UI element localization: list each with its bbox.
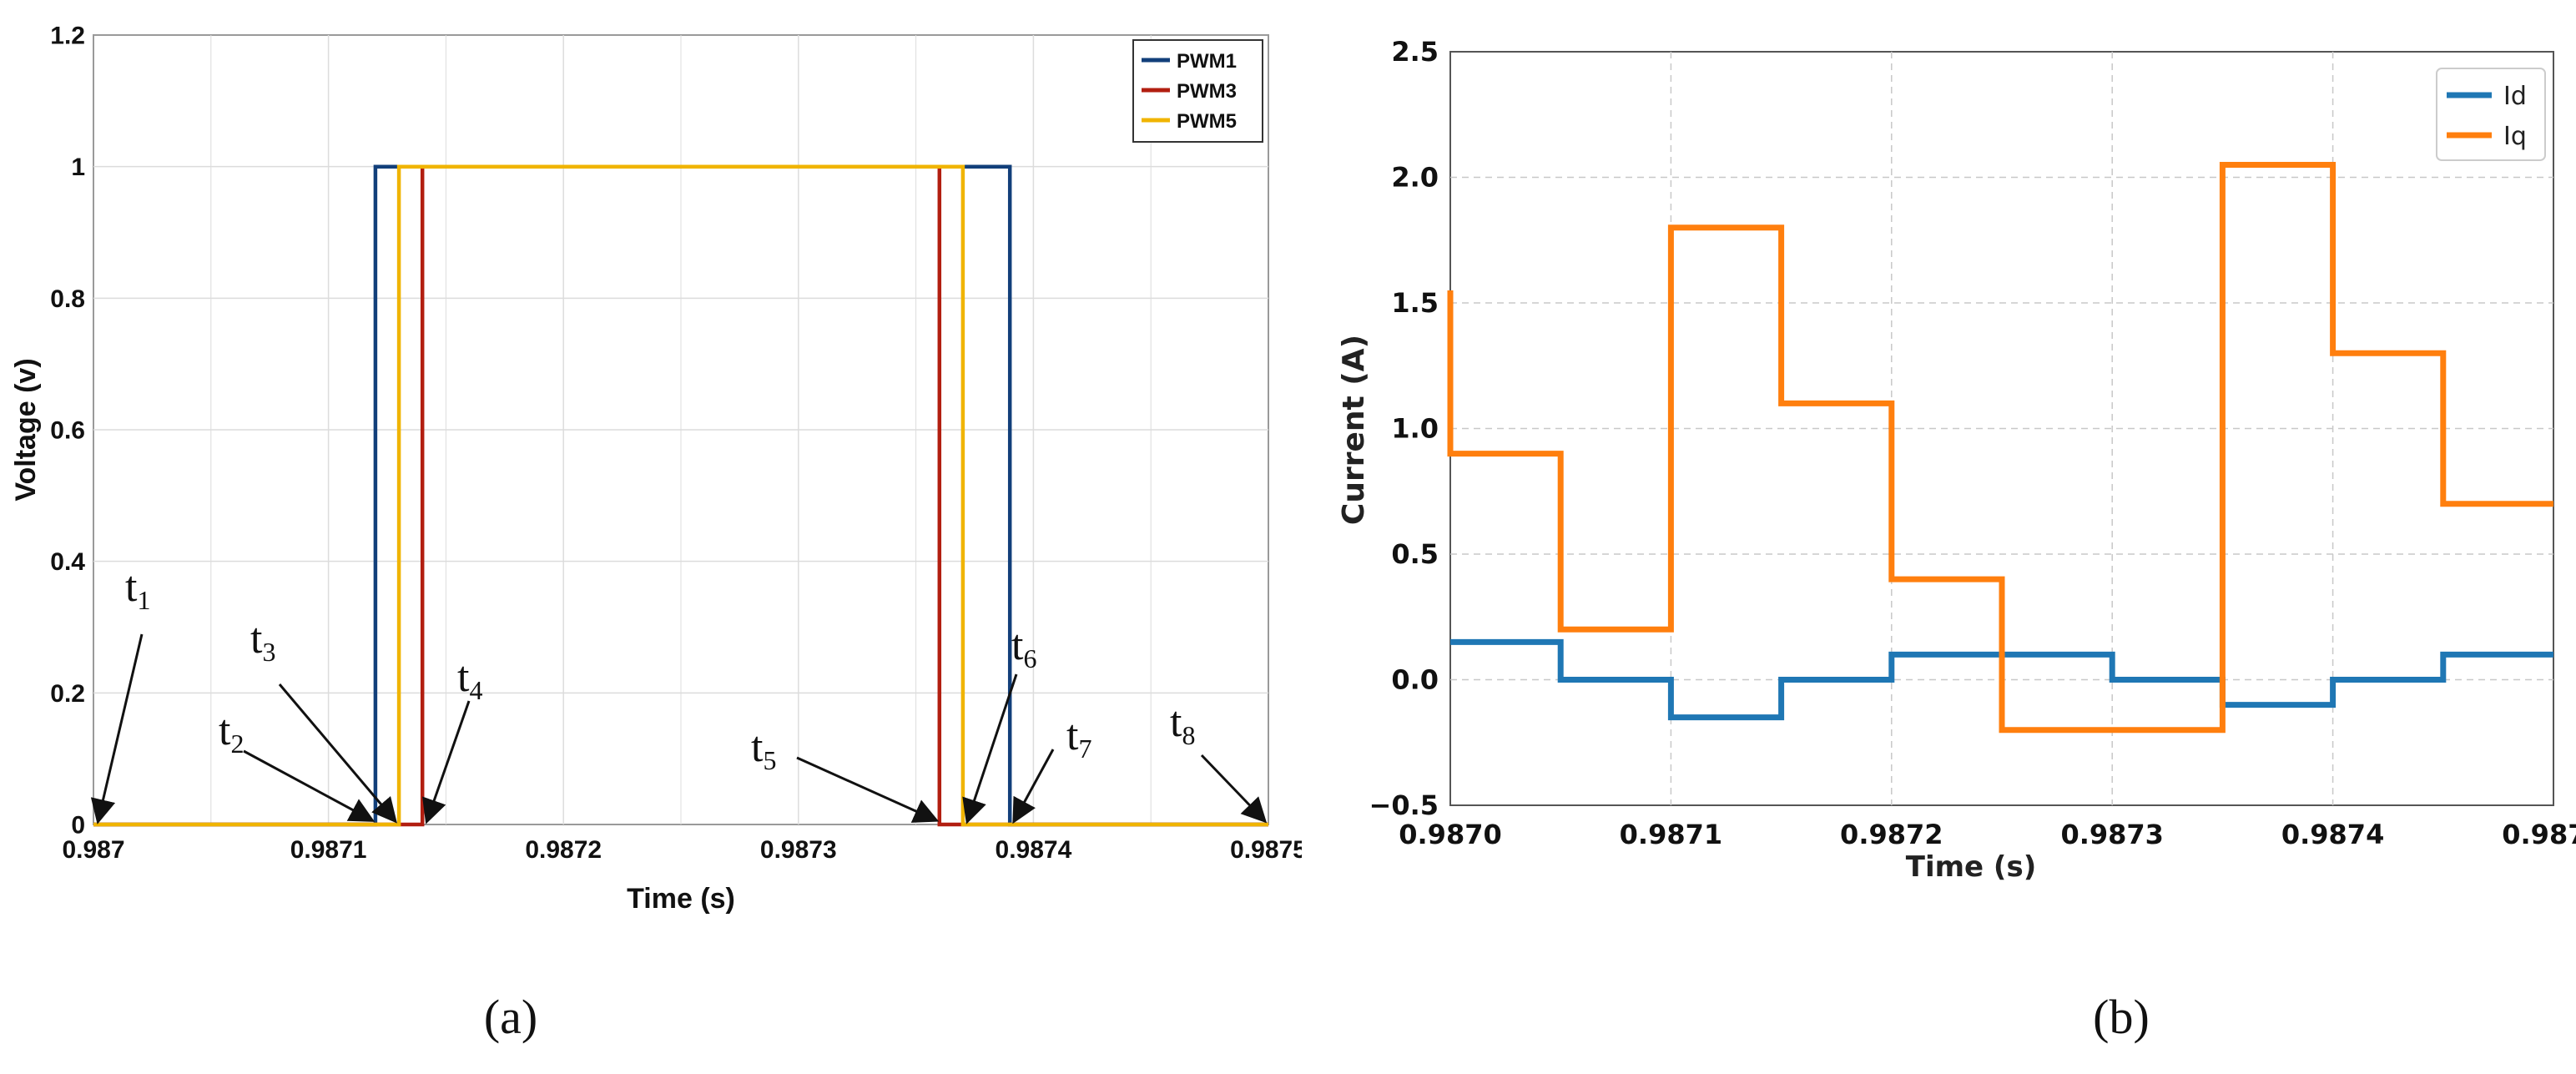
annotation-label: t8 [1170,698,1195,750]
x-tick-label: 0.9873 [760,836,837,864]
x-tick-label: 0.9871 [290,836,367,864]
series-line-pwm5 [93,164,1268,827]
panel-a-caption: (a) [484,990,537,1044]
legend-label: PWM1 [1177,50,1237,73]
series-line-iq [1447,162,2553,734]
annotation-subscript: 4 [469,675,482,705]
y-tick-label: 0.6 [50,417,85,445]
y-axis-label-a: Voltage (v) [10,358,42,501]
panel-b-caption: (b) [2093,990,2150,1044]
x-tick-label: 0.9870 [1399,819,1501,850]
annotation-arrow [962,673,1018,824]
x-tick-label: 0.9874 [996,836,1072,864]
legend-label: Iq [2503,122,2527,151]
annotation-arrow [796,756,940,823]
y-tick-label: 2.5 [1391,36,1439,68]
y-tick-label: 1.0 [1391,413,1439,445]
annotation-arrow [1200,754,1268,824]
y-tick-label: 0 [71,812,85,840]
annotation-label: t5 [751,724,776,775]
annotation-label: t7 [1066,712,1091,764]
annotation-letter: t [1066,712,1079,759]
annotation-arrow [90,633,144,824]
legend-label: Id [2503,82,2527,111]
panel-b: 0.9870 0.9871 0.9872 0.9873 0.9874 0.9875 −0.5… [1302,0,2576,1074]
annotation-subscript: 3 [262,637,275,667]
y-tick-label: 1.5 [1391,287,1439,319]
annotation-letter: t [751,724,764,771]
y-tick-label: 1.2 [50,23,85,50]
y-tick-label: 0.2 [50,680,85,708]
x-axis-label-a: Time (s) [627,883,735,915]
annotation-arrow [278,683,397,824]
y-tick-label: 0.5 [1391,538,1439,570]
annotation-letter: t [1011,622,1024,669]
y-tick-label: 0.4 [50,548,85,576]
x-tick-label: 0.9873 [2060,819,2163,850]
annotation-subscript: 5 [763,745,776,775]
annotation-letter: t [457,653,470,701]
legend-label: PWM5 [1177,110,1237,133]
annotation-subscript: 7 [1078,734,1091,764]
annotation-subscript: 2 [230,729,244,759]
y-tick-label: 0.0 [1391,664,1439,696]
annotation-arrow [422,700,471,824]
current-chart: 0.9870 0.9871 0.9872 0.9873 0.9874 0.9875 −0.5… [1302,0,2576,1074]
ticks-b: 0.9870 0.9871 0.9872 0.9873 0.9874 0.9875 −0.5… [1369,36,2576,850]
series-group-a [93,164,1268,827]
y-tick-label: 0.8 [50,285,85,313]
x-axis-label-b: Time (s) [1906,850,2037,884]
x-tick-label: 0.9871 [1620,819,1722,850]
y-tick-label: 2.0 [1391,162,1439,194]
annotation-subscript: 1 [137,585,150,615]
annotation-letter: t [1170,698,1182,746]
legend-box [2436,68,2546,161]
series-group-b [1447,162,2553,734]
ticks-a: 0.987 0.9871 0.9872 0.9873 0.9874 0.9875 0 0.2 0… [50,23,1302,865]
annotation-letter: t [125,563,138,611]
annotation-label: t2 [219,707,244,759]
legend-a: PWM1 PWM3 PWM5 [1132,39,1263,143]
annotation-arrow [243,749,376,822]
annotation-label: t1 [125,563,150,615]
panel-a: 0.987 0.9871 0.9872 0.9873 0.9874 0.9875 0 0.2 0… [10,22,1302,1044]
y-tick-label: 1 [71,154,85,181]
annotation-label: t3 [250,615,275,667]
annotation-letter: t [250,615,263,663]
x-tick-label: 0.9875 [2502,819,2576,850]
annotation-letter: t [219,707,231,754]
y-tick-label: −0.5 [1369,789,1439,821]
legend-label: PWM3 [1177,80,1237,103]
x-tick-label: 0.9872 [525,836,602,864]
annotation-label: t4 [457,653,482,705]
y-axis-label-b: Current (A) [1337,335,1371,525]
x-tick-label: 0.9872 [1840,819,1943,850]
annotation-subscript: 6 [1023,643,1036,673]
legend-b: Id Iq [2436,68,2546,161]
pwm-chart: 0.987 0.9871 0.9872 0.9873 0.9874 0.9875 0 0.2 0… [10,22,1302,1044]
annotation-subscript: 8 [1182,720,1195,750]
x-tick-label: 0.987 [62,836,124,864]
annotation-arrow [1012,749,1055,824]
x-tick-label: 0.9875 [1230,836,1302,864]
annotation-label: t6 [1011,622,1036,673]
x-tick-label: 0.9874 [2281,819,2384,850]
